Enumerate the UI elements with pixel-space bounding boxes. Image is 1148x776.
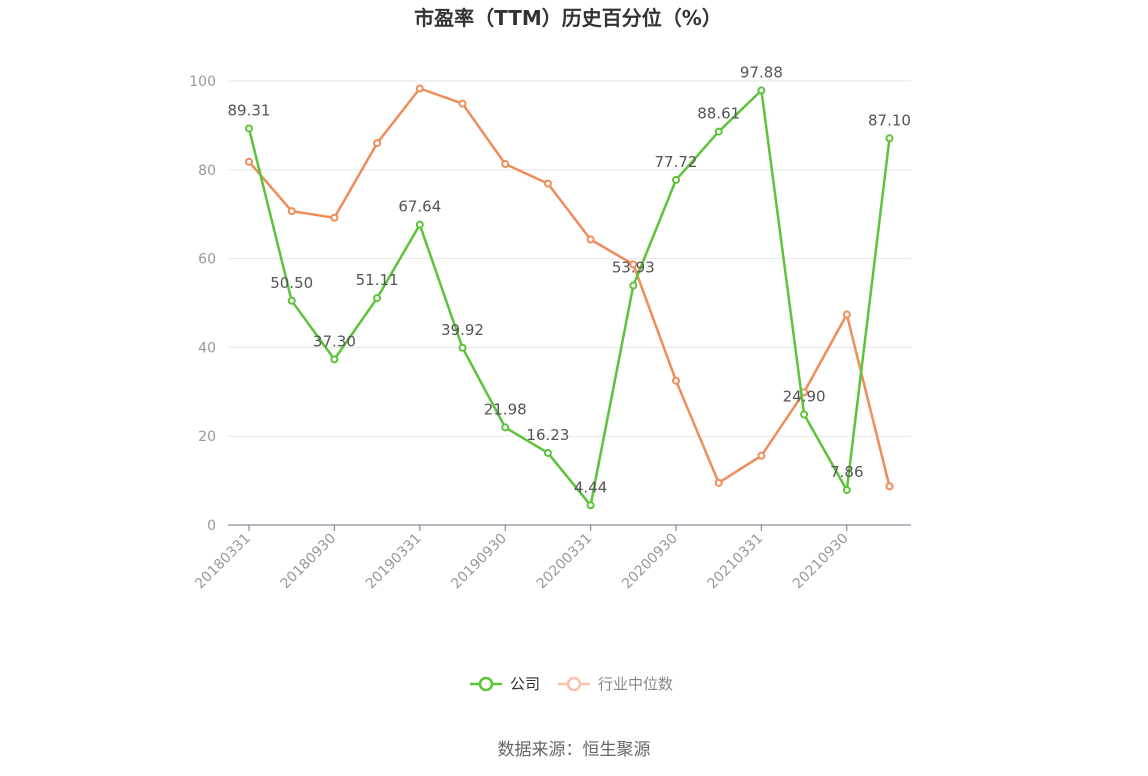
data-point[interactable] xyxy=(842,486,851,495)
data-label: 87.10 xyxy=(868,111,911,129)
series-industry-median xyxy=(245,84,894,491)
source-note: 数据来源：恒生聚源 xyxy=(498,740,651,760)
y-tick-label: 80 xyxy=(198,163,216,179)
data-label: 77.72 xyxy=(655,153,698,171)
data-label: 97.88 xyxy=(740,63,783,81)
legend-label-company: 公司 xyxy=(510,675,540,693)
legend-label-industry: 行业中位数 xyxy=(598,675,673,693)
data-point[interactable] xyxy=(373,139,382,148)
y-tick-label: 60 xyxy=(198,252,216,268)
x-tick-label: 20190930 xyxy=(448,531,510,593)
y-tick-label: 20 xyxy=(198,429,216,445)
data-point[interactable] xyxy=(501,423,510,432)
x-tick-label: 20190331 xyxy=(363,531,425,593)
data-label: 51.11 xyxy=(356,271,399,289)
data-point[interactable] xyxy=(543,179,552,188)
x-tick-label: 20210331 xyxy=(705,531,767,593)
legend-item-industry[interactable]: 行业中位数 xyxy=(558,675,673,693)
data-point[interactable] xyxy=(287,207,296,216)
x-tick-label: 20200930 xyxy=(619,531,681,593)
x-tick-label: 20200331 xyxy=(534,531,596,593)
x-tick-label: 20180331 xyxy=(192,531,254,593)
data-label: 21.98 xyxy=(484,400,527,418)
data-label: 88.61 xyxy=(697,105,740,123)
data-point[interactable] xyxy=(757,86,766,95)
y-tick-label: 0 xyxy=(207,518,216,534)
data-label: 67.64 xyxy=(398,198,441,216)
data-point[interactable] xyxy=(885,482,894,491)
data-point[interactable] xyxy=(586,501,595,510)
chart-title: 市盈率（TTM）历史百分位（%） xyxy=(414,6,722,30)
data-label: 7.86 xyxy=(830,463,863,481)
data-label: 39.92 xyxy=(441,321,484,339)
data-label: 53.93 xyxy=(612,259,655,277)
data-point[interactable] xyxy=(245,157,253,166)
data-point[interactable] xyxy=(330,213,339,222)
legend[interactable]: 公司 行业中位数 xyxy=(470,675,673,693)
data-point[interactable] xyxy=(800,410,809,419)
data-point[interactable] xyxy=(885,134,894,143)
data-point[interactable] xyxy=(714,127,723,136)
y-axis: 0 20 40 60 80 100 xyxy=(189,74,216,534)
data-point[interactable] xyxy=(629,260,638,269)
data-label: 4.44 xyxy=(574,478,607,496)
y-tick-label: 40 xyxy=(198,340,216,356)
data-point[interactable] xyxy=(458,99,467,108)
data-point[interactable] xyxy=(501,160,510,169)
series-line xyxy=(248,87,891,487)
data-point[interactable] xyxy=(245,124,253,133)
series-lines xyxy=(245,84,894,510)
legend-item-company[interactable]: 公司 xyxy=(470,675,540,693)
data-point[interactable] xyxy=(629,281,638,290)
legend-marker-company xyxy=(478,676,494,692)
data-point[interactable] xyxy=(415,220,424,229)
data-label: 24.90 xyxy=(783,387,826,405)
data-point[interactable] xyxy=(757,451,766,460)
data-point[interactable] xyxy=(287,296,296,305)
x-axis: 20180331 20180930 20190331 20190930 20200331… xyxy=(192,524,911,593)
x-tick-label: 20210930 xyxy=(790,531,852,593)
data-point[interactable] xyxy=(672,175,680,184)
data-label: 89.31 xyxy=(228,101,271,119)
data-labels: 89.31 50.50 37.30 51.11 67.64 39.92 21.98 16.23… xyxy=(228,63,911,496)
legend-marker-industry xyxy=(566,676,582,692)
data-point[interactable] xyxy=(842,310,851,319)
data-point[interactable] xyxy=(714,478,723,487)
data-label: 37.30 xyxy=(313,332,356,350)
data-label: 16.23 xyxy=(526,426,569,444)
data-point[interactable] xyxy=(458,343,467,352)
data-label: 50.50 xyxy=(270,274,313,292)
data-point[interactable] xyxy=(586,235,595,244)
data-point[interactable] xyxy=(672,376,680,385)
data-point[interactable] xyxy=(373,294,382,303)
x-tick-label: 20180930 xyxy=(278,531,340,593)
y-tick-label: 100 xyxy=(189,74,216,90)
data-point[interactable] xyxy=(543,448,552,457)
data-point[interactable] xyxy=(415,84,424,93)
data-point[interactable] xyxy=(330,355,339,364)
series-company xyxy=(245,86,894,510)
series-line xyxy=(247,89,891,507)
